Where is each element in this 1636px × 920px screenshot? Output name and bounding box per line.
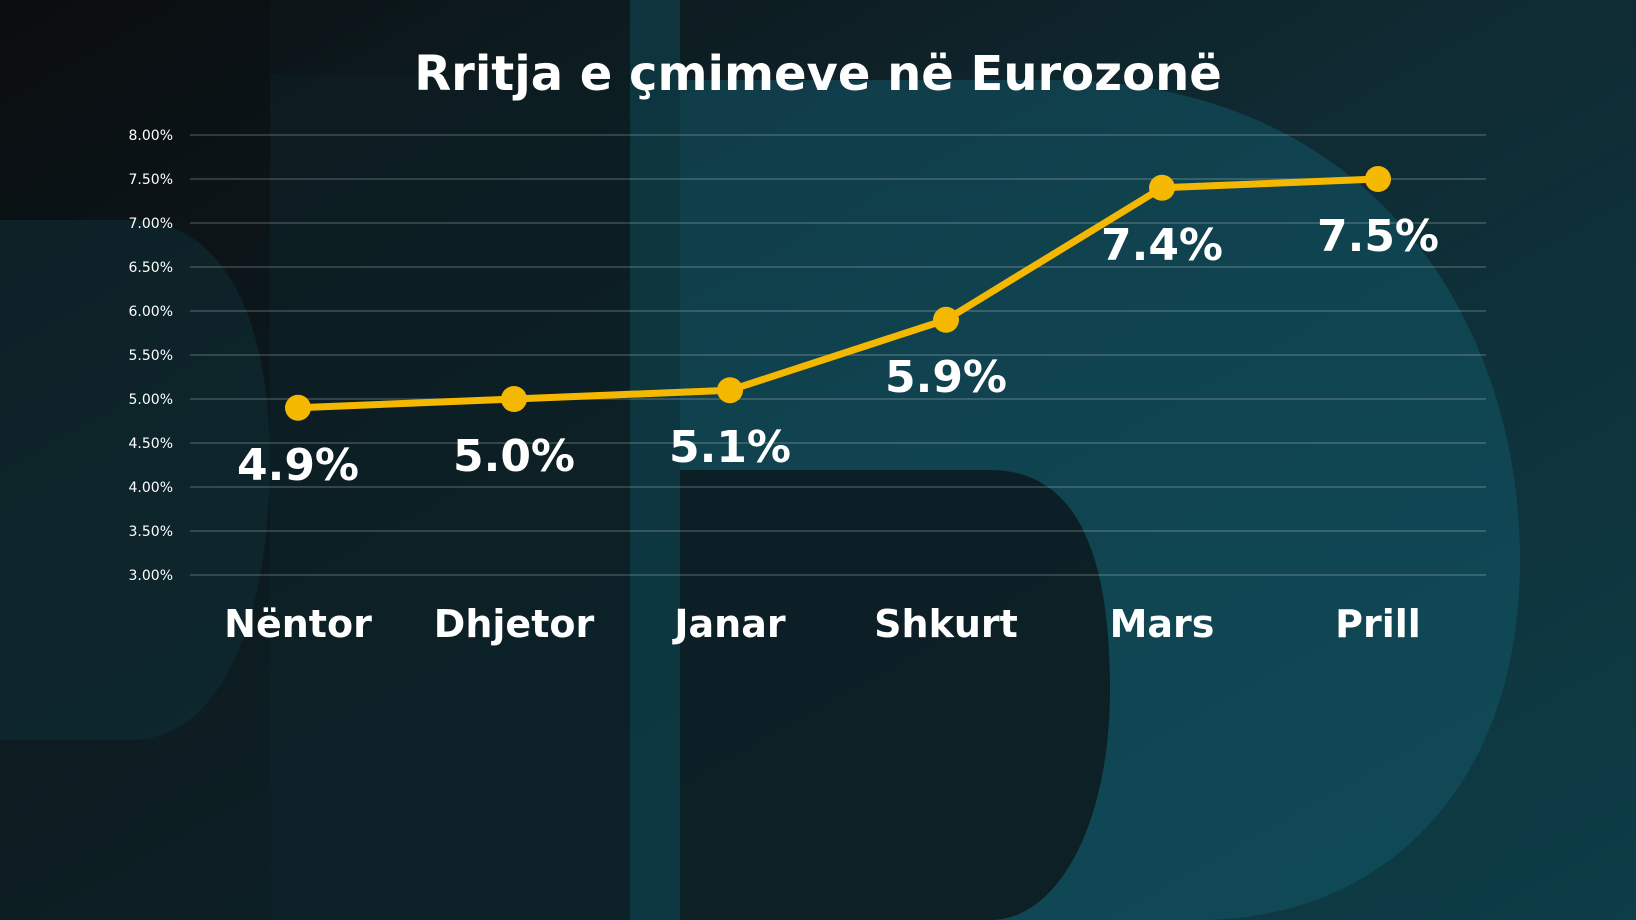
y-tick-label: 6.00%	[129, 304, 173, 320]
data-label: 4.9%	[237, 440, 359, 491]
x-tick-label: Mars	[1110, 602, 1215, 646]
y-tick-label: 8.00%	[129, 128, 173, 144]
x-tick-label: Prill	[1335, 602, 1421, 646]
y-tick-label: 4.50%	[129, 436, 173, 452]
data-labels: 4.9% 5.0% 5.1% 5.9% 7.4% 7.5%	[237, 211, 1439, 491]
chart-title: Rritja e çmimeve në Eurozonë	[414, 46, 1222, 102]
data-label: 5.9%	[885, 352, 1007, 403]
y-tick-label: 5.00%	[129, 392, 173, 408]
x-tick-label: Dhjetor	[434, 602, 595, 646]
data-point	[717, 377, 743, 404]
data-label: 5.1%	[669, 422, 791, 473]
data-point	[501, 386, 527, 412]
y-tick-label: 3.00%	[129, 568, 173, 584]
y-axis-ticks: 3.00% 3.50% 4.00% 4.50% 5.00% 5.50% 6.00% 6.50%…	[129, 128, 173, 584]
data-point	[1149, 174, 1175, 201]
series-inflation	[285, 166, 1391, 421]
y-tick-label: 7.00%	[129, 216, 173, 232]
data-point	[285, 394, 311, 421]
data-point	[1365, 166, 1391, 192]
series-line	[294, 175, 1382, 412]
data-point	[933, 306, 959, 333]
y-tick-label: 4.00%	[129, 480, 173, 496]
data-label: 7.4%	[1101, 220, 1223, 271]
x-tick-label: Janar	[671, 602, 785, 646]
y-tick-label: 6.50%	[129, 260, 173, 276]
data-label: 7.5%	[1317, 211, 1439, 262]
x-tick-label: Shkurt	[874, 602, 1018, 646]
gridlines	[190, 134, 1486, 576]
x-tick-label: Nëntor	[224, 602, 372, 646]
x-axis-ticks: Nëntor Dhjetor Janar Shkurt Mars Prill	[224, 602, 1421, 646]
y-tick-label: 7.50%	[129, 172, 173, 188]
y-tick-label: 3.50%	[129, 524, 173, 540]
y-tick-label: 5.50%	[129, 348, 173, 364]
data-label: 5.0%	[453, 431, 575, 482]
